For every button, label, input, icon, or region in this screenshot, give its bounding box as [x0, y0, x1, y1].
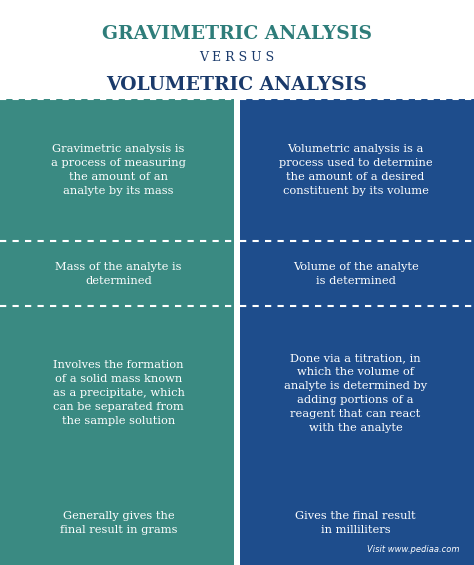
Text: Mass of the analyte is
determined: Mass of the analyte is determined: [55, 262, 182, 286]
Bar: [0, 241, 234, 306]
Bar: [0, 481, 234, 565]
Text: Involves the formation
of a solid mass known
as a precipitate, which
can be sepa: Involves the formation of a solid mass k…: [53, 360, 184, 427]
Text: Volume of the analyte
is determined: Volume of the analyte is determined: [292, 262, 419, 286]
Bar: [240, 241, 474, 306]
Text: Volumetric analysis is a
process used to determine
the amount of a desired
const: Volumetric analysis is a process used to…: [279, 144, 432, 196]
Bar: [240, 99, 474, 241]
Text: VOLUMETRIC ANALYSIS: VOLUMETRIC ANALYSIS: [107, 76, 367, 94]
Bar: [240, 306, 474, 481]
Text: Visit www.pediaa.com: Visit www.pediaa.com: [367, 545, 460, 554]
Text: GRAVIMETRIC ANALYSIS: GRAVIMETRIC ANALYSIS: [102, 25, 372, 43]
Bar: [0, 99, 234, 241]
Text: Gives the final result
in milliliters: Gives the final result in milliliters: [295, 511, 416, 535]
Text: Generally gives the
final result in grams: Generally gives the final result in gram…: [60, 511, 177, 535]
Text: Done via a titration, in
which the volume of
analyte is determined by
adding por: Done via a titration, in which the volum…: [284, 354, 427, 433]
Bar: [0, 306, 234, 481]
Bar: [240, 481, 474, 565]
Text: Gravimetric analysis is
a process of measuring
the amount of an
analyte by its m: Gravimetric analysis is a process of mea…: [51, 144, 186, 196]
Text: V E R S U S: V E R S U S: [200, 51, 274, 64]
